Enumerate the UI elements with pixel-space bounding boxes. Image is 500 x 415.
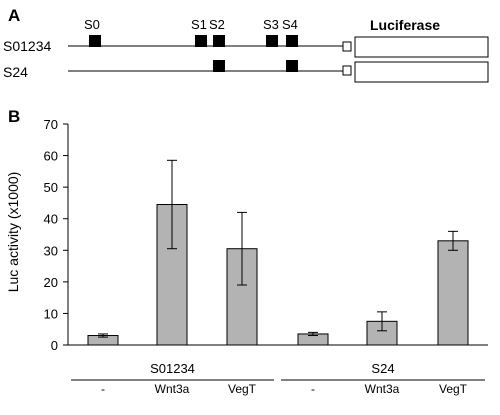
site-label-s4: S4 <box>282 17 298 32</box>
bar <box>437 240 469 346</box>
site-label-s1: S1 <box>191 17 207 32</box>
site-label-s0: S0 <box>84 17 100 32</box>
y-tick-label: 30 <box>44 243 58 258</box>
luciferase-box-s01234 <box>354 36 489 58</box>
site-label-s3: S3 <box>263 17 279 32</box>
y-tick-label: 40 <box>44 212 58 227</box>
y-tick-label: 20 <box>44 275 58 290</box>
site-block-s0 <box>89 35 101 47</box>
category-label: VegT <box>439 382 468 396</box>
y-tick-label: 10 <box>44 306 58 321</box>
site-block-s2 <box>213 35 225 47</box>
promoter-box-s24 <box>342 65 352 76</box>
category-label: Wnt3a <box>365 382 400 396</box>
site-label-s2: S2 <box>209 17 225 32</box>
y-tick-label: 50 <box>44 180 58 195</box>
category-label: Wnt3a <box>155 382 190 396</box>
group-label: S01234 <box>150 361 195 376</box>
y-axis-title: Luc activity (x1000) <box>5 172 21 293</box>
y-tick-label: 60 <box>44 149 58 164</box>
site-block-s2-s24 <box>213 60 225 72</box>
promoter-box-s01234 <box>342 41 352 52</box>
luciferase-box-s24 <box>354 61 489 83</box>
group-label: S24 <box>371 361 394 376</box>
panel-b-label: B <box>8 107 20 126</box>
construct-name-s24: S24 <box>3 64 28 80</box>
construct-name-s01234: S01234 <box>3 38 51 54</box>
luciferase-label: Luciferase <box>370 17 440 33</box>
category-label: - <box>101 382 105 396</box>
panel-a-label: A <box>8 6 20 25</box>
site-block-s1 <box>195 35 207 47</box>
category-label: - <box>311 382 315 396</box>
bar-chart: 0 10 20 30 40 50 60 70 - Wnt3a VegT S01234 - Wnt3a Veg… <box>44 117 488 396</box>
site-block-s3 <box>266 35 278 47</box>
site-block-s4 <box>286 35 298 47</box>
category-label: VegT <box>228 382 257 396</box>
y-tick-label: 70 <box>44 117 58 132</box>
y-tick-label: 0 <box>51 338 58 353</box>
site-block-s4-s24 <box>286 60 298 72</box>
